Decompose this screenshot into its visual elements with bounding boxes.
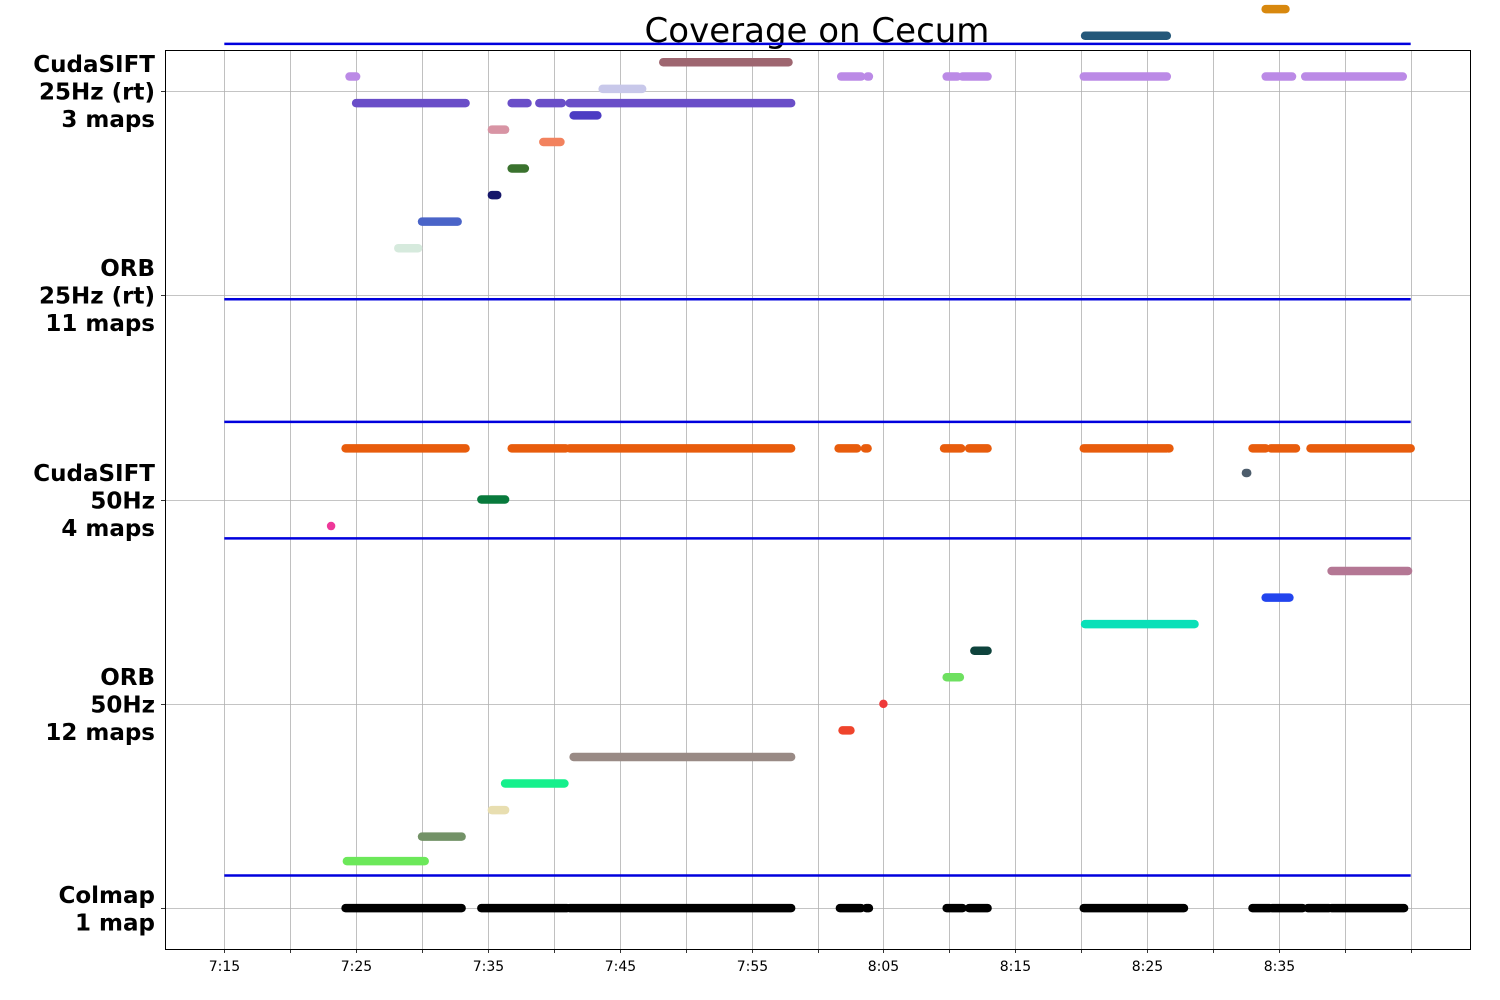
x-tick-label: 7:35 [473, 959, 504, 975]
x-axis: 7:15 7:25 7:35 7:45 7:55 8:05 8:15 8:25 8:35 [209, 949, 1412, 975]
x-tick-label: 7:15 [209, 959, 240, 975]
y-axis: Colmap 1 map ORB 50Hz 12 maps CudaSIFT 50Hz 4 m… [33, 52, 165, 936]
y-tick-label: ORB 25Hz (rt) 11 maps [39, 256, 155, 337]
x-tick-label: 8:05 [868, 959, 899, 975]
y-tick-label: CudaSIFT 25Hz (rt) 3 maps [33, 52, 155, 133]
y-tick-label: CudaSIFT 50Hz 4 maps [33, 461, 155, 542]
separator-layer [224, 42, 1411, 877]
x-tick-label: 8:15 [1000, 959, 1031, 975]
y-tick-label: Colmap 1 map [58, 883, 155, 937]
plot-frame [165, 50, 1471, 950]
y-tick-label: ORB 50Hz 12 maps [45, 665, 155, 746]
x-tick-label: 7:55 [737, 959, 768, 975]
x-tick-label: 8:35 [1264, 959, 1295, 975]
series-layer [326, 4, 1415, 913]
x-tick-label: 8:25 [1132, 959, 1163, 975]
x-tick-label: 7:25 [341, 959, 372, 975]
x-tick-label: 7:45 [605, 959, 636, 975]
